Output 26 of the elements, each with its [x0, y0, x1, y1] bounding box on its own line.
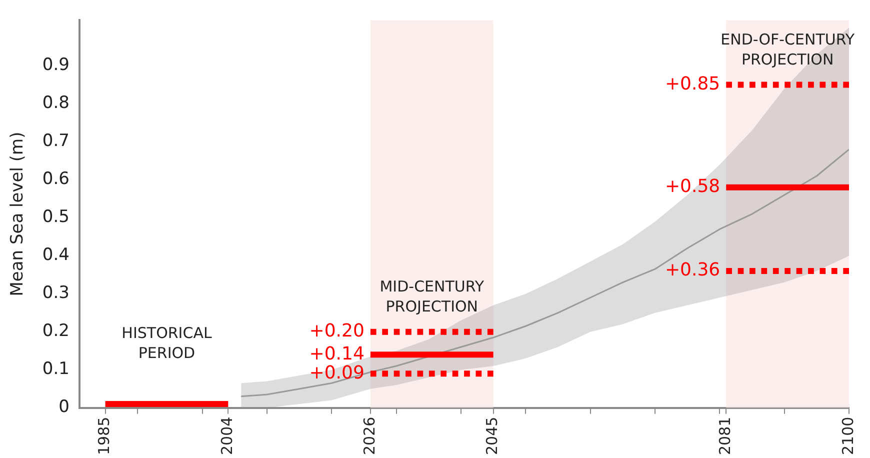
y-tick-label: 0.4 — [42, 245, 70, 266]
y-axis-title: Mean Sea level (m) — [8, 132, 28, 296]
data-label: +0.58 — [664, 176, 720, 198]
y-tick-label: 0.6 — [42, 169, 70, 190]
data-label: +0.14 — [309, 343, 364, 364]
y-tick-label: 0.2 — [42, 321, 70, 342]
y-tick-label: 0 — [58, 397, 70, 418]
y-tick-label: 0.9 — [42, 55, 70, 76]
data-label: +0.20 — [309, 320, 364, 342]
x-tick-label: 1985 — [95, 416, 114, 456]
y-tick-label: 0.7 — [42, 131, 70, 152]
data-label: +0.85 — [664, 73, 720, 94]
data-label: +0.09 — [309, 362, 364, 384]
x-tick-label: 2026 — [360, 416, 378, 456]
x-tick-label: 2004 — [218, 416, 236, 456]
y-tick-label: 0.1 — [42, 359, 70, 380]
annotation: HISTORICAL PERIOD — [122, 324, 212, 362]
y-tick-label: 0.3 — [42, 283, 70, 304]
x-tick-label: 2100 — [838, 416, 857, 456]
y-tick-label: 0.8 — [42, 93, 70, 114]
band-label: END-OF-CENTURY PROJECTION — [720, 30, 856, 69]
data-label: +0.36 — [664, 260, 720, 281]
y-tick-label: 0.5 — [42, 207, 70, 228]
x-tick-label: 2045 — [483, 416, 502, 456]
x-tick-label: 2081 — [716, 416, 734, 456]
band-label: MID-CENTURY PROJECTION — [380, 278, 485, 316]
